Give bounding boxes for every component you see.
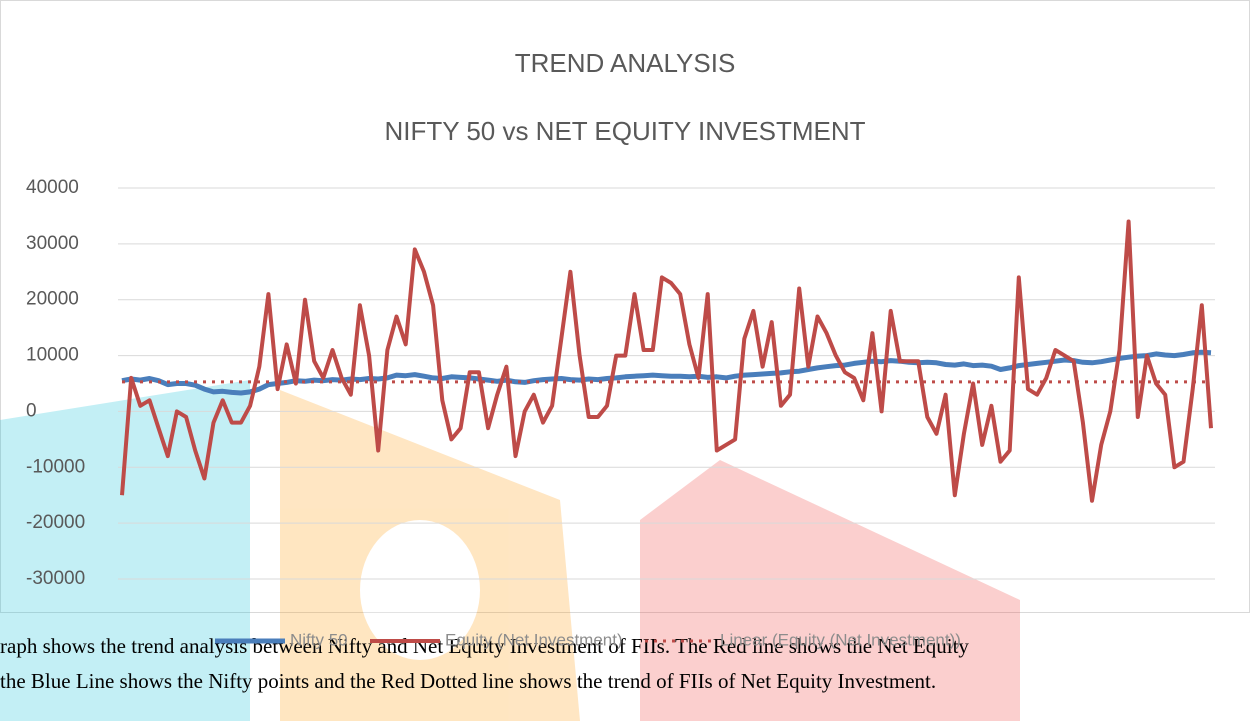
- y-tick-label: 30000: [26, 233, 79, 254]
- legend-label: Nifty 50: [290, 630, 348, 649]
- y-tick-label: -30000: [26, 568, 85, 589]
- y-tick-label: 10000: [26, 345, 79, 366]
- chart-title: TREND ANALYSIS: [515, 48, 736, 78]
- y-tick-label: 20000: [26, 289, 79, 310]
- y-tick-label: -10000: [26, 456, 85, 477]
- y-tick-label: 0: [26, 400, 37, 421]
- y-tick-label: 40000: [26, 177, 79, 198]
- paragraph-line: the Blue Line shows the Nifty points and…: [0, 669, 936, 693]
- y-tick-label: -20000: [26, 512, 85, 533]
- legend-label: Equity (Net Investment): [445, 630, 623, 649]
- legend-label: Linear (Equity (Net Investment)): [720, 630, 961, 649]
- chart-subtitle: NIFTY 50 vs NET EQUITY INVESTMENT: [384, 116, 865, 146]
- page: TREND ANALYSIS NIFTY 50 vs NET EQUITY IN…: [0, 0, 1250, 721]
